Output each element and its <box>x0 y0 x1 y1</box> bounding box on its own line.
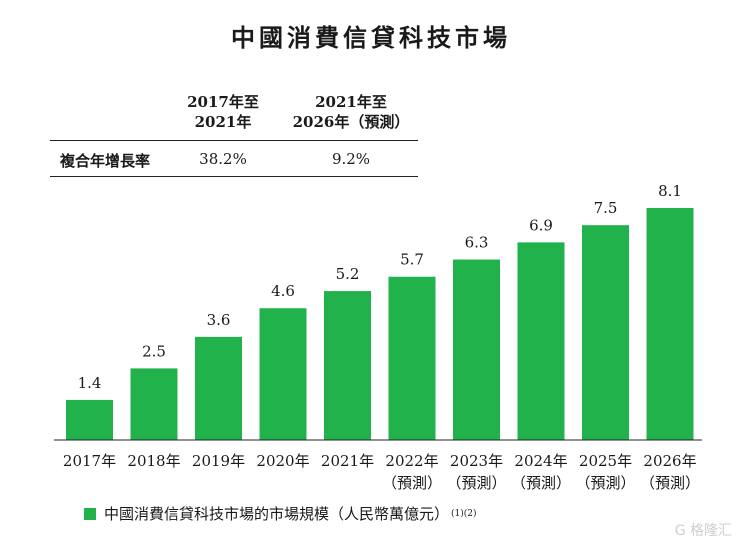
x-tick-label: 2020年 <box>256 452 309 470</box>
cagr-header-line: 2021年至 <box>315 93 387 111</box>
bar <box>517 242 565 440</box>
x-tick-label: 2023年 <box>450 452 503 470</box>
x-tick-label: 2021年 <box>321 452 374 470</box>
cagr-table-top-rule <box>50 140 418 141</box>
cagr-header-2021-2026: 2021年至 2026年（預測） <box>278 92 424 132</box>
x-tick-label-note: （預測） <box>382 474 442 492</box>
x-tick-label-note: （預測） <box>640 474 700 492</box>
x-tick-label: 2026年 <box>643 452 696 470</box>
x-tick-label: 2018年 <box>127 452 180 470</box>
data-label: 8.1 <box>658 182 682 200</box>
data-label: 3.6 <box>207 311 231 329</box>
data-label: 6.3 <box>465 234 489 252</box>
cagr-value-2021-2026: 9.2% <box>331 150 371 168</box>
bar <box>195 336 242 440</box>
cagr-value-2017-2021: 38.2% <box>199 150 247 168</box>
cagr-row-label: 複合年增長率 <box>60 152 151 170</box>
data-label: 2.5 <box>142 342 166 360</box>
legend-swatch <box>84 507 96 520</box>
x-tick-label: 2017年 <box>63 452 116 470</box>
cagr-header-line: 2017年至 <box>187 93 259 111</box>
x-tick-label: 2025年 <box>579 452 632 470</box>
bar <box>388 276 436 440</box>
x-tick-label-note: （預測） <box>446 474 506 492</box>
x-tick-label-note: （預測） <box>511 474 571 492</box>
x-tick-label: 2022年 <box>385 452 438 470</box>
data-label: 5.7 <box>400 251 424 269</box>
cagr-header-2017-2021: 2017年至 2021年 <box>168 92 278 132</box>
data-label: 6.9 <box>529 216 553 234</box>
x-tick-label: 2024年 <box>514 452 567 470</box>
legend: 中國消費信貸科技市場的市場規模（人民幣萬億元） (1)(2) <box>84 503 477 524</box>
bar <box>324 291 371 440</box>
legend-footnote: (1)(2) <box>451 508 477 519</box>
bar <box>66 399 113 440</box>
data-label: 7.5 <box>594 199 618 217</box>
cagr-header-line: 2021年 <box>194 113 252 131</box>
chart-title: 中國消費信貸科技市場 <box>231 24 511 52</box>
cagr-header-line: 2026年（預測） <box>292 113 410 131</box>
bar <box>582 225 629 440</box>
data-label: 1.4 <box>78 374 102 392</box>
bar <box>259 308 307 440</box>
cagr-table-bottom-rule <box>50 176 418 177</box>
watermark-logo: G 格隆汇 <box>674 523 732 539</box>
x-tick-label: 2019年 <box>192 452 245 470</box>
bar <box>453 259 500 440</box>
x-tick-label-note: （預測） <box>575 474 635 492</box>
bar <box>130 368 178 440</box>
data-label: 4.6 <box>271 282 295 300</box>
legend-label: 中國消費信貸科技市場的市場規模（人民幣萬億元） <box>104 505 450 523</box>
bar <box>646 208 694 440</box>
data-label: 5.2 <box>336 265 360 283</box>
